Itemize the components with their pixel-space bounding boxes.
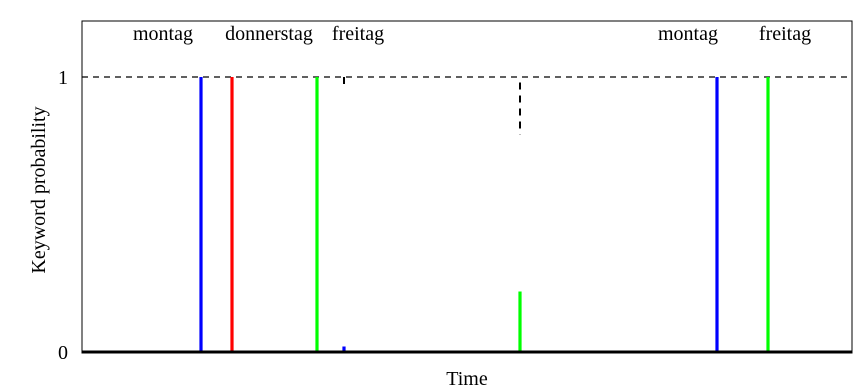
keyword-annotation-freitag-5: freitag	[759, 23, 811, 45]
spike-layer	[199, 77, 770, 352]
dashed-marker-layer	[343, 77, 521, 135]
keyword-annotation-freitag-3: freitag	[332, 23, 384, 45]
y-axis-label: Keyword probability	[28, 106, 50, 273]
y-tick-label-1: 1	[58, 67, 68, 89]
keyword-annotation-donnerstag-2: donnerstag	[225, 23, 313, 45]
keyword-annotation-montag-4: montag	[658, 23, 718, 45]
keyword-annotation-montag-1: montag	[133, 23, 193, 45]
keyword-annotation-layer: montag donnerstag freitag montag freitag	[133, 23, 811, 45]
y-tick-layer: 01	[58, 67, 68, 364]
plot-frame	[81, 20, 853, 354]
y-tick-label-0: 0	[58, 342, 68, 364]
x-axis-label: Time	[446, 368, 488, 390]
